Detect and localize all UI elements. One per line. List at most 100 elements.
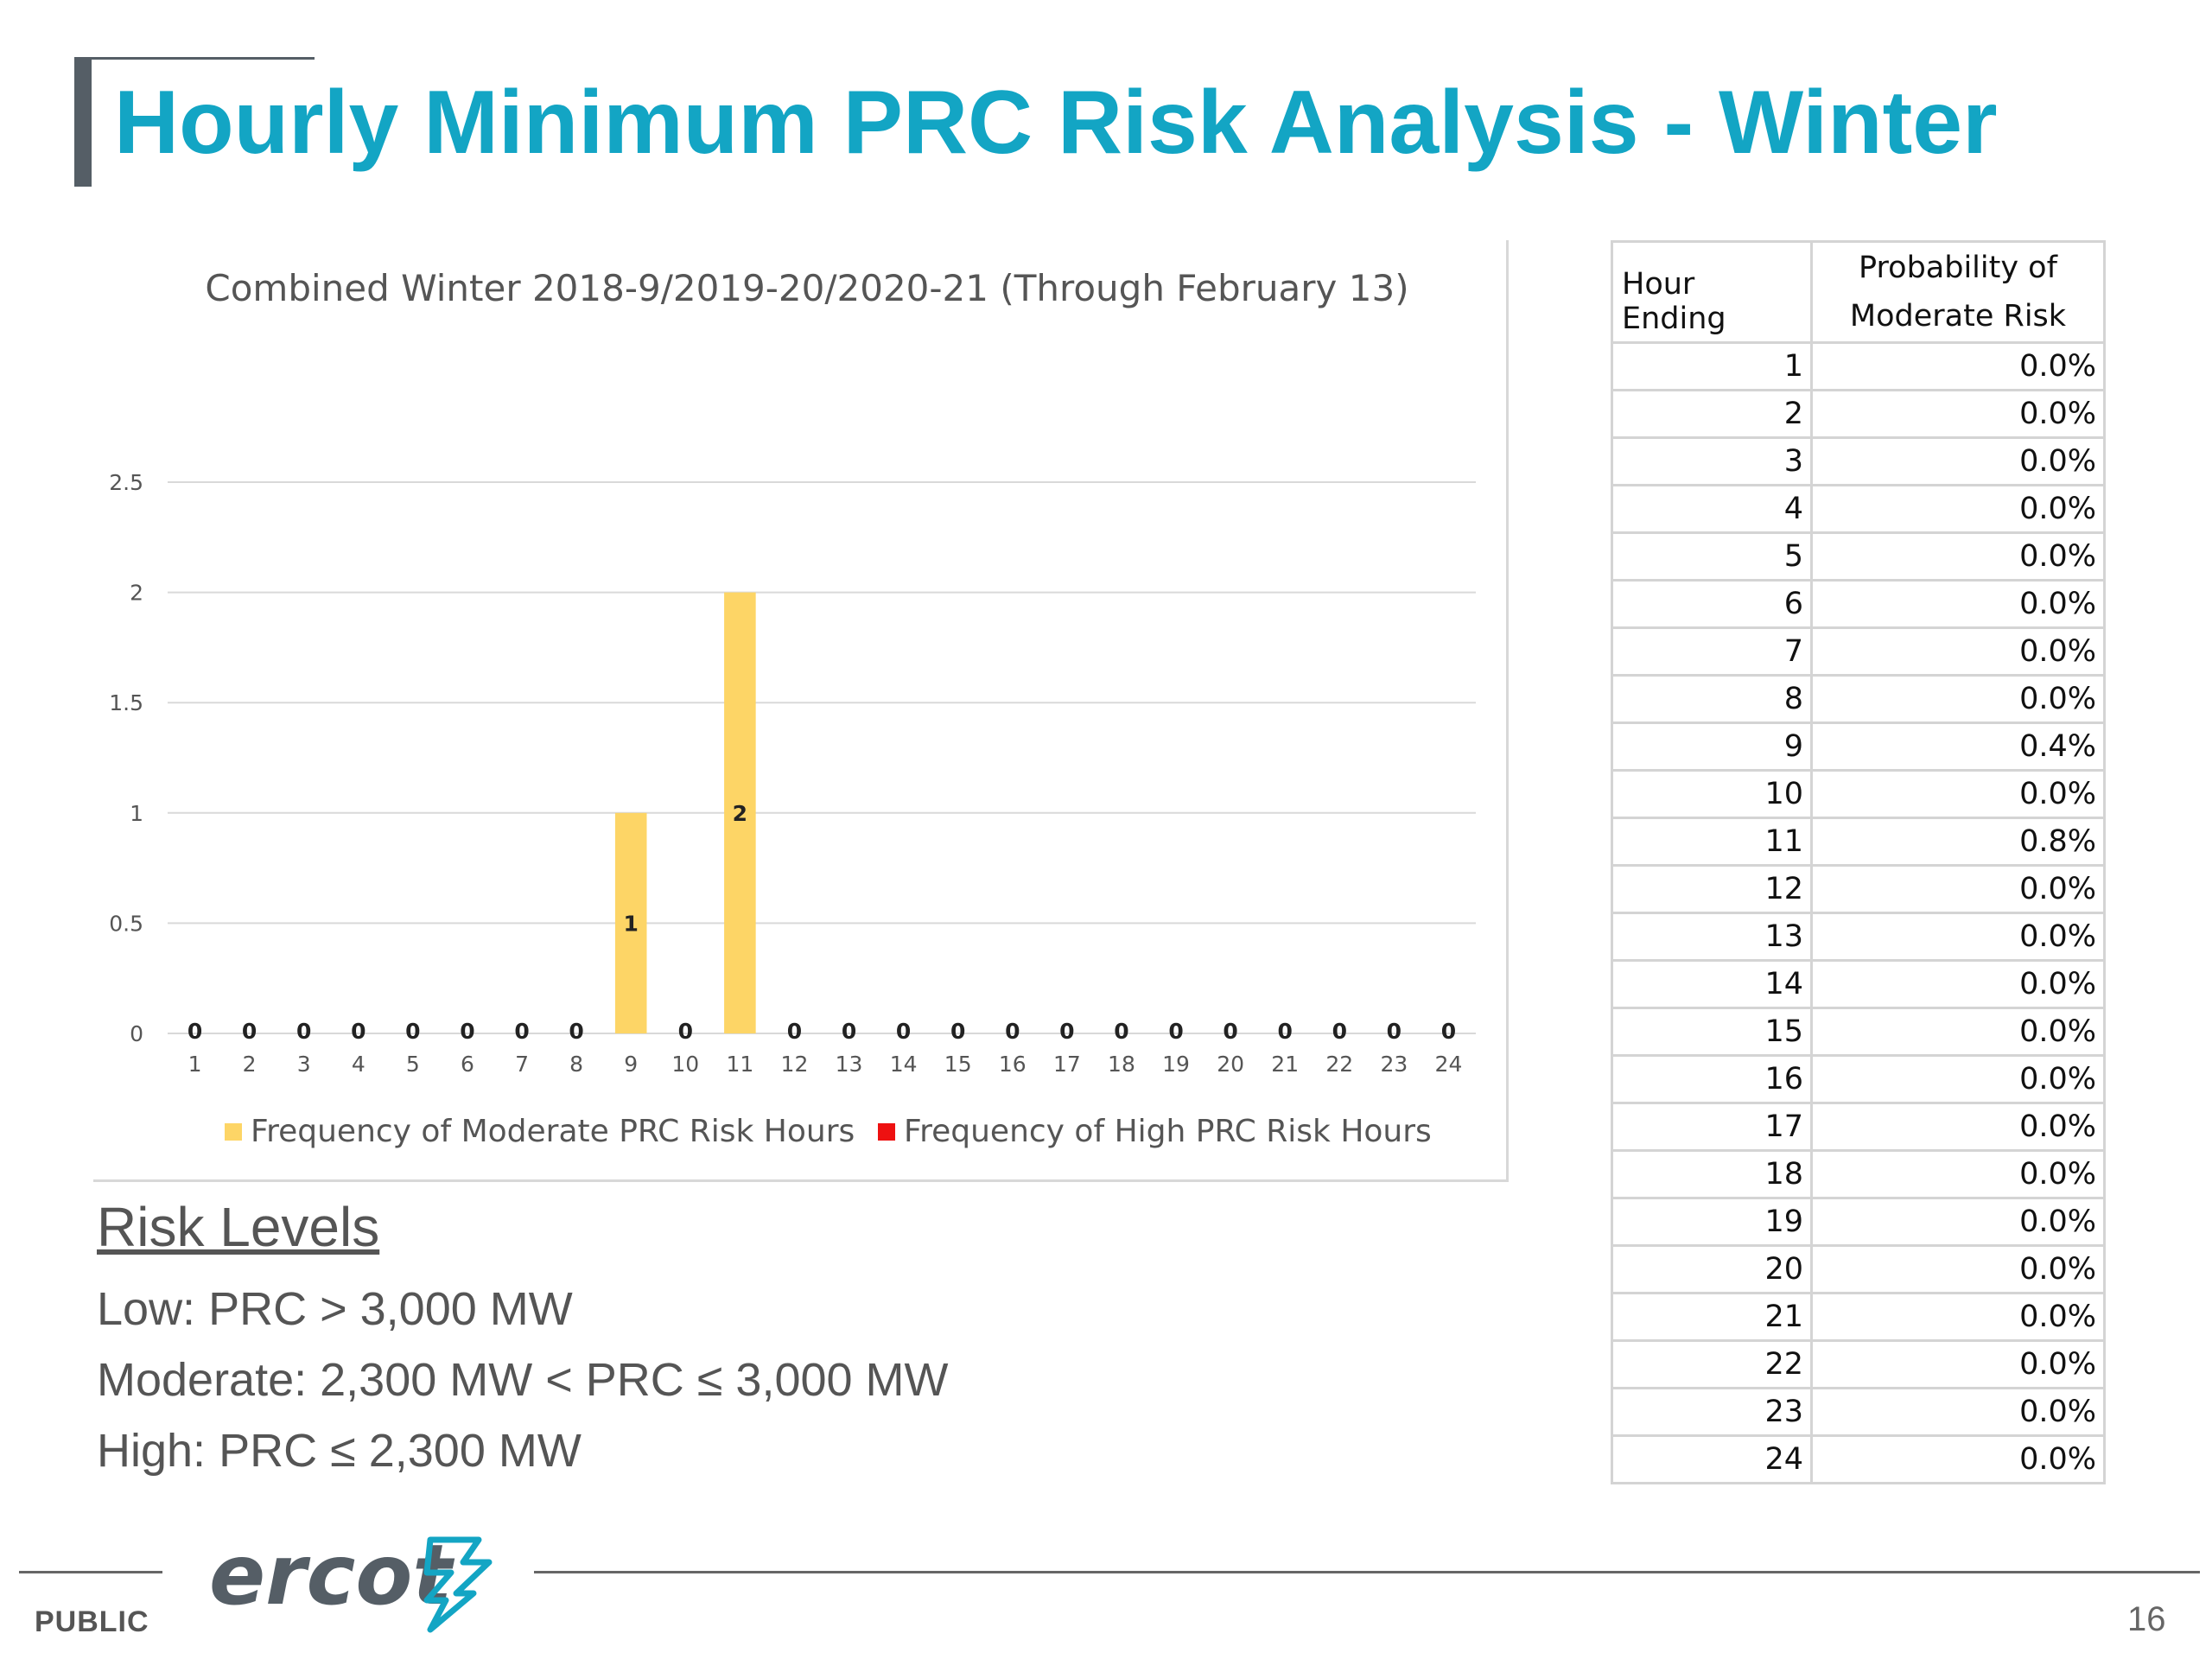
table-row: 15 0.0% bbox=[1611, 1007, 2106, 1057]
x-tick-label: 6 bbox=[461, 1052, 474, 1077]
data-label: 0 bbox=[1114, 1019, 1128, 1044]
hour-ending-cell: 14 bbox=[1611, 959, 1813, 1009]
hour-ending-cell: 21 bbox=[1611, 1292, 1813, 1342]
probability-cell: 0.0% bbox=[1810, 864, 2106, 914]
data-label: 0 bbox=[842, 1019, 856, 1044]
hour-ending-cell: 18 bbox=[1611, 1149, 1813, 1199]
hour-ending-cell: 10 bbox=[1611, 769, 1813, 819]
risk-levels-heading: Risk Levels bbox=[97, 1196, 380, 1258]
header-probability-line2: Moderate Risk bbox=[1849, 299, 2067, 334]
hour-ending-cell: 20 bbox=[1611, 1244, 1813, 1294]
probability-cell: 0.8% bbox=[1810, 817, 2106, 867]
x-tick-label: 19 bbox=[1162, 1052, 1190, 1077]
hour-ending-cell: 7 bbox=[1611, 626, 1813, 677]
hour-ending-cell: 11 bbox=[1611, 817, 1813, 867]
data-label: 0 bbox=[296, 1019, 311, 1044]
data-label: 0 bbox=[1387, 1019, 1402, 1044]
table-row: 12 0.0% bbox=[1611, 864, 2106, 914]
x-tick-label: 2 bbox=[243, 1052, 257, 1077]
data-label: 0 bbox=[405, 1019, 420, 1044]
table-row: 17 0.0% bbox=[1611, 1102, 2106, 1152]
classification-label: PUBLIC bbox=[35, 1605, 149, 1638]
probability-cell: 0.0% bbox=[1810, 674, 2106, 724]
probability-cell: 0.0% bbox=[1810, 1102, 2106, 1152]
probability-cell: 0.0% bbox=[1810, 1387, 2106, 1437]
title-accent-bar bbox=[74, 57, 92, 187]
table-row: 22 0.0% bbox=[1611, 1339, 2106, 1389]
data-label: 0 bbox=[351, 1019, 365, 1044]
table-row: 23 0.0% bbox=[1611, 1387, 2106, 1437]
probability-cell: 0.0% bbox=[1810, 341, 2106, 391]
table-row: 10 0.0% bbox=[1611, 769, 2106, 819]
probability-cell: 0.0% bbox=[1810, 484, 2106, 534]
x-tick-label: 12 bbox=[781, 1052, 809, 1077]
hour-ending-cell: 2 bbox=[1611, 389, 1813, 439]
table-row: 20 0.0% bbox=[1611, 1244, 2106, 1294]
hour-ending-cell: 22 bbox=[1611, 1339, 1813, 1389]
page-number: 16 bbox=[2127, 1600, 2166, 1638]
hour-ending-cell: 6 bbox=[1611, 579, 1813, 629]
hour-ending-cell: 17 bbox=[1611, 1102, 1813, 1152]
probability-cell: 0.4% bbox=[1810, 721, 2106, 772]
table-header-row: Hour Ending Probability of Moderate Risk bbox=[1611, 240, 2106, 344]
probability-cell: 0.0% bbox=[1810, 579, 2106, 629]
hour-ending-cell: 4 bbox=[1611, 484, 1813, 534]
hour-ending-cell: 23 bbox=[1611, 1387, 1813, 1437]
bar-chart: Combined Winter 2018-9/2019-20/2020-21 (… bbox=[109, 267, 1476, 1149]
x-tick-label: 4 bbox=[352, 1052, 365, 1077]
probability-cell: 0.0% bbox=[1810, 959, 2106, 1009]
x-tick-label: 10 bbox=[671, 1052, 699, 1077]
data-label: 0 bbox=[1168, 1019, 1183, 1044]
x-tick-label: 7 bbox=[515, 1052, 529, 1077]
x-tick-label: 3 bbox=[297, 1052, 311, 1077]
x-tick-label: 13 bbox=[836, 1052, 863, 1077]
data-label: 0 bbox=[896, 1019, 911, 1044]
x-tick-label: 11 bbox=[726, 1052, 753, 1077]
hour-ending-cell: 8 bbox=[1611, 674, 1813, 724]
footer-rule-right bbox=[534, 1571, 2200, 1573]
x-tick-label: 8 bbox=[569, 1052, 583, 1077]
data-label: 0 bbox=[1332, 1019, 1347, 1044]
header-hour-ending: Hour Ending bbox=[1611, 240, 1813, 344]
data-label: 0 bbox=[569, 1019, 583, 1044]
table-row: 5 0.0% bbox=[1611, 531, 2106, 582]
y-tick-label: 2 bbox=[130, 581, 143, 606]
table-row: 4 0.0% bbox=[1611, 484, 2106, 534]
risk-level-low: Low: PRC > 3,000 MW bbox=[97, 1282, 573, 1335]
data-label: 0 bbox=[787, 1019, 802, 1044]
x-tick-label: 22 bbox=[1325, 1052, 1353, 1077]
x-tick-label: 15 bbox=[944, 1052, 972, 1077]
hour-ending-cell: 12 bbox=[1611, 864, 1813, 914]
probability-cell: 0.0% bbox=[1810, 1292, 2106, 1342]
x-tick-label: 5 bbox=[406, 1052, 420, 1077]
hour-ending-cell: 9 bbox=[1611, 721, 1813, 772]
probability-cell: 0.0% bbox=[1810, 1434, 2106, 1484]
table-row: 9 0.4% bbox=[1611, 721, 2106, 772]
chart-title: Combined Winter 2018-9/2019-20/2020-21 (… bbox=[205, 267, 1408, 309]
hour-ending-cell: 5 bbox=[1611, 531, 1813, 582]
table-row: 11 0.8% bbox=[1611, 817, 2106, 867]
probability-cell: 0.0% bbox=[1810, 626, 2106, 677]
legend-swatch bbox=[225, 1123, 242, 1141]
probability-cell: 0.0% bbox=[1810, 1054, 2106, 1104]
bar-moderate bbox=[724, 592, 756, 1033]
table-row: 2 0.0% bbox=[1611, 389, 2106, 439]
probability-table-container: Hour Ending Probability of Moderate Risk… bbox=[1611, 240, 2106, 1484]
data-label: 1 bbox=[624, 911, 639, 936]
probability-cell: 0.0% bbox=[1810, 1007, 2106, 1057]
data-label: 0 bbox=[242, 1019, 257, 1044]
table-row: 13 0.0% bbox=[1611, 912, 2106, 962]
hour-ending-cell: 19 bbox=[1611, 1197, 1813, 1247]
risk-level-high: High: PRC ≤ 2,300 MW bbox=[97, 1424, 582, 1477]
data-label: 0 bbox=[514, 1019, 529, 1044]
hour-ending-cell: 15 bbox=[1611, 1007, 1813, 1057]
probability-cell: 0.0% bbox=[1810, 1197, 2106, 1247]
table-row: 24 0.0% bbox=[1611, 1434, 2106, 1484]
x-tick-label: 17 bbox=[1053, 1052, 1081, 1077]
data-label: 0 bbox=[678, 1019, 693, 1044]
legend-label: Frequency of High PRC Risk Hours bbox=[904, 1114, 1432, 1149]
data-label: 0 bbox=[950, 1019, 965, 1044]
hour-ending-cell: 24 bbox=[1611, 1434, 1813, 1484]
data-label: 0 bbox=[1278, 1019, 1293, 1044]
footer-rule-left bbox=[19, 1571, 162, 1573]
